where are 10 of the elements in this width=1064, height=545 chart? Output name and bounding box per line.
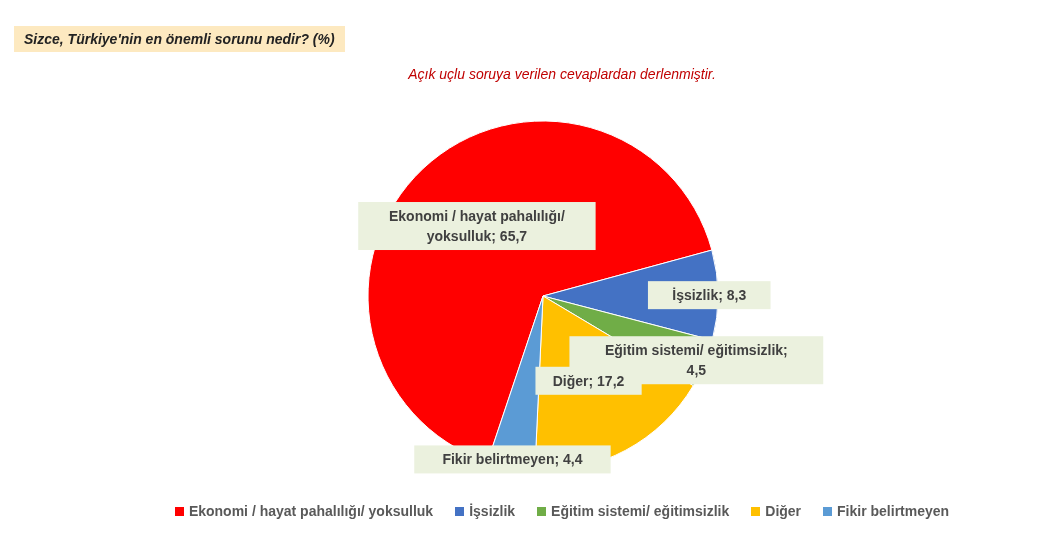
chart-title: Sizce, Türkiye'nin en önemli sorunu nedir? (%) <box>14 26 345 52</box>
data-label: İşsizlik; 8,3 <box>672 287 747 304</box>
data-label: Ekonomi / hayat pahalılığı/ yoksulluk; 65,7 <box>389 208 565 245</box>
legend-label: Diğer <box>765 503 802 519</box>
legend-label: Eğitim sistemi/ eğitimsizlik <box>551 503 730 519</box>
chart-subtitle: Açık uçlu soruya verilen cevaplardan derlenmiştir. <box>407 66 717 82</box>
legend-label: Fikir belirtmeyen <box>837 503 950 519</box>
data-label: Fikir belirtmeyen; 4,4 <box>442 451 583 468</box>
legend-label: Ekonomi / hayat pahalılığı/ yoksulluk <box>188 503 434 519</box>
legend-label: İşsizlik <box>469 503 516 519</box>
